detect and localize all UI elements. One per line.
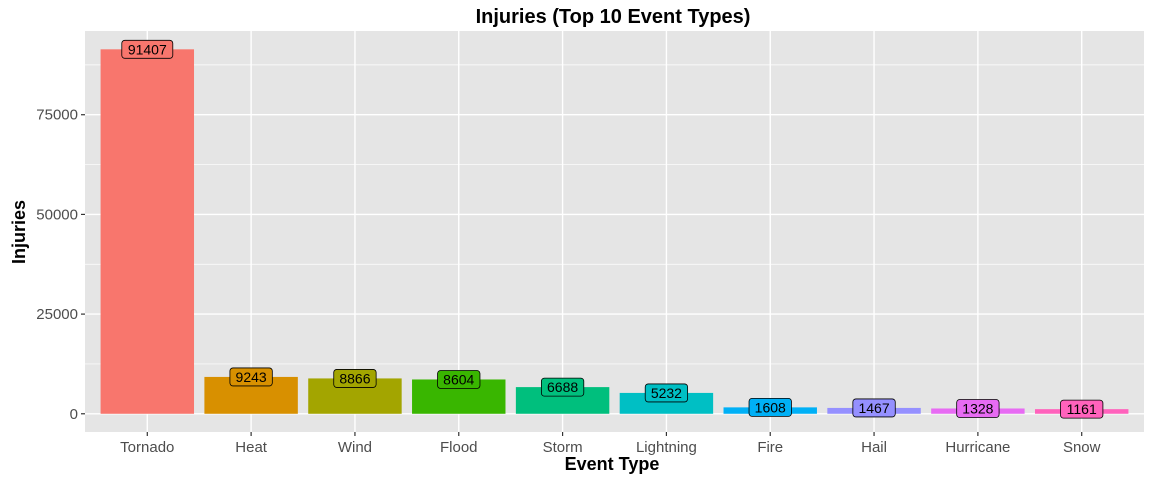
data-label: 8604 (443, 371, 474, 387)
data-label-box (121, 39, 174, 59)
x-tick-label: Flood (440, 439, 478, 456)
data-labels: 91407 9243 8866 8604 6688 5232 1608 1467 1328 116… (121, 39, 1104, 419)
bar-lightning (619, 392, 714, 414)
data-label: 5232 (651, 385, 682, 401)
bar-tornado (100, 49, 195, 414)
data-label: 1161 (1067, 401, 1097, 417)
y-tick-label: 50000 (36, 206, 78, 223)
x-tick-label: Storm (543, 439, 583, 456)
data-label-box (540, 377, 585, 397)
data-label-box (437, 370, 481, 389)
data-label-box (229, 367, 273, 387)
data-label-box (956, 399, 1000, 418)
data-label: 1467 (858, 400, 889, 416)
x-tick-label: Fire (757, 439, 783, 456)
x-axis-title: Event Type (565, 454, 660, 474)
data-label: 8866 (339, 370, 370, 386)
y-axis: 0 25000 50000 75000 (36, 107, 85, 423)
x-axis: Tornado Heat Wind Flood Storm Lightning Fire Ha… (120, 432, 1101, 456)
data-label-box (1060, 399, 1104, 419)
x-tick-label: Lightning (636, 439, 697, 456)
y-tick-label: 75000 (36, 107, 78, 124)
data-label-box (333, 369, 377, 388)
data-label-box (748, 397, 792, 417)
x-tick-label: Snow (1063, 439, 1101, 456)
y-tick-label: 0 (70, 406, 78, 423)
x-tick-label: Heat (235, 439, 268, 456)
x-tick-label: Wind (338, 439, 372, 456)
plot-panel (85, 31, 1144, 432)
y-tick-label: 25000 (36, 306, 78, 323)
data-label: 6688 (547, 379, 578, 395)
x-tick-label: Hurricane (945, 439, 1010, 456)
data-label-box (644, 383, 689, 403)
x-tick-label: Tornado (120, 439, 174, 456)
chart-title: Injuries (Top 10 Event Types) (476, 6, 751, 28)
data-label: 91407 (128, 41, 167, 57)
data-label-box (852, 398, 896, 418)
data-label: 1328 (962, 400, 993, 416)
x-tick-label: Hail (861, 439, 887, 456)
y-axis-title: Injuries (9, 200, 29, 264)
data-label: 1608 (755, 399, 786, 415)
data-label: 9243 (236, 369, 267, 385)
